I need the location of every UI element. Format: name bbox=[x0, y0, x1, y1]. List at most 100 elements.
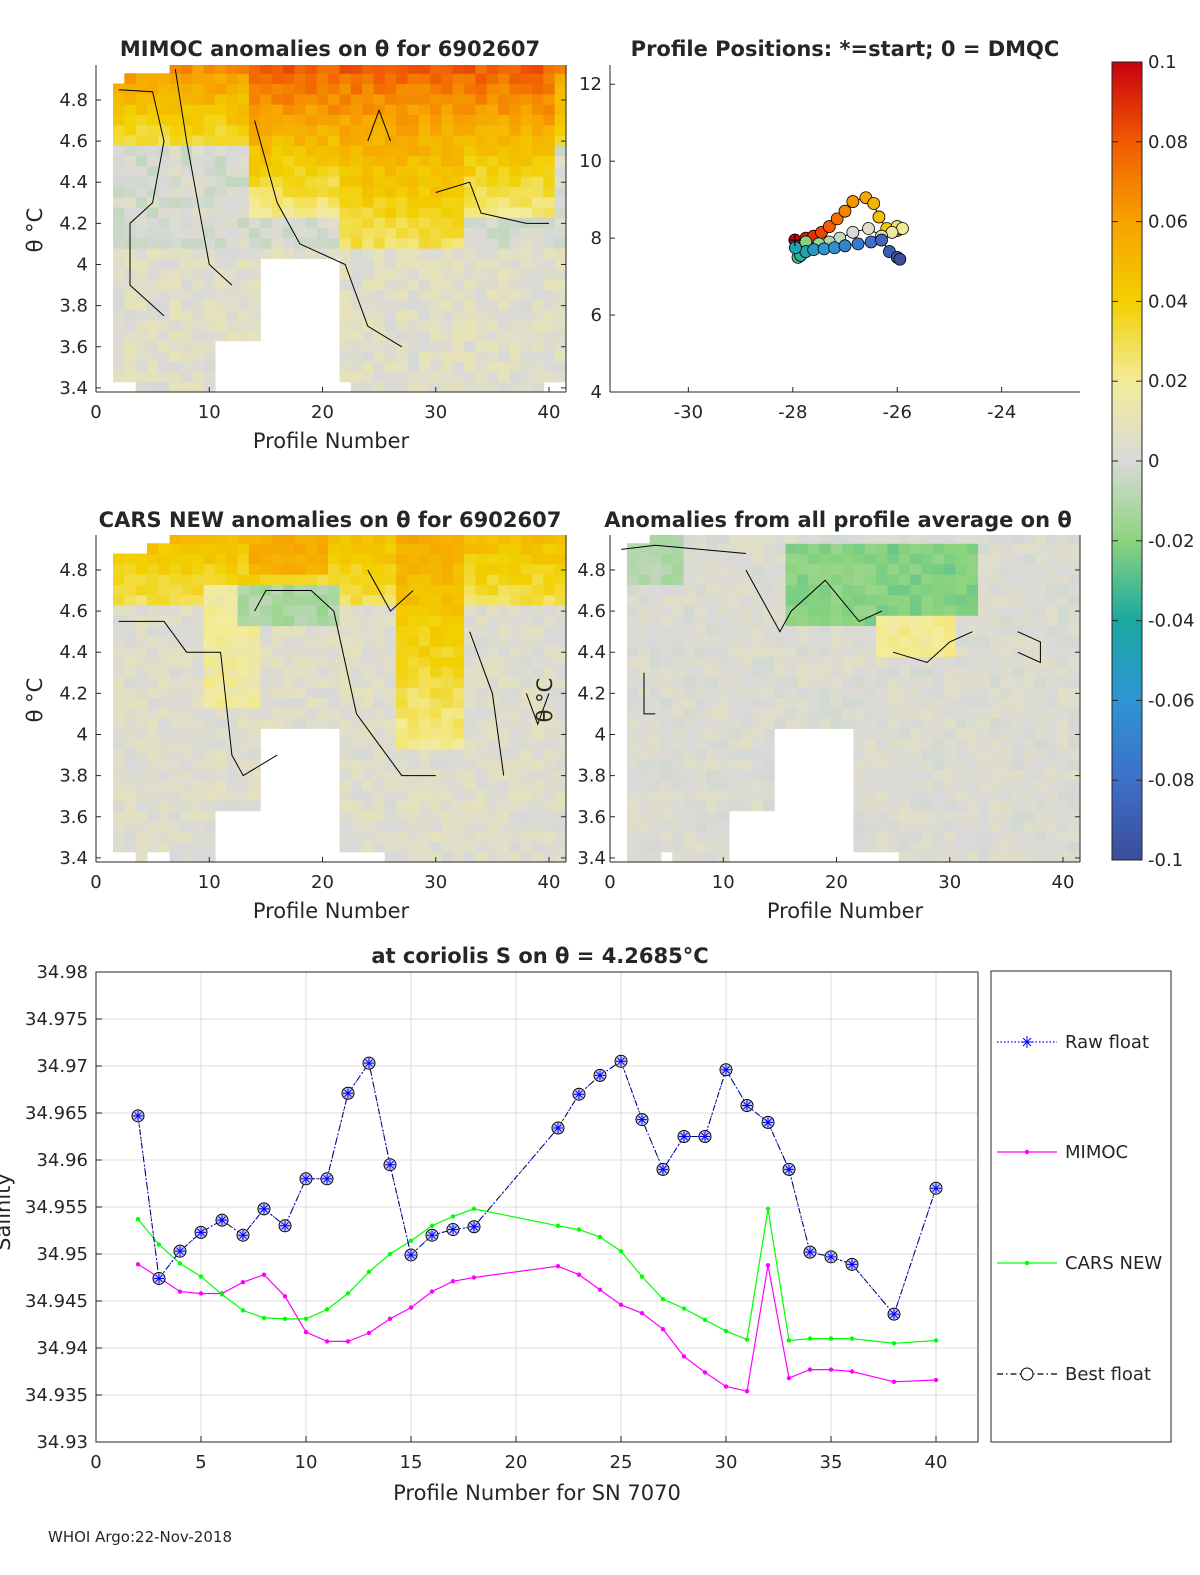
heatmap-cell bbox=[498, 361, 510, 373]
heatmap-cell bbox=[1057, 800, 1070, 812]
heatmap-cell bbox=[294, 553, 307, 565]
heatmap-cell bbox=[418, 635, 431, 647]
heatmap-cell bbox=[158, 697, 171, 709]
heatmap-cell bbox=[966, 810, 979, 822]
heatmap-cell bbox=[135, 635, 148, 647]
heatmap-cell bbox=[441, 381, 454, 393]
heatmap-cell bbox=[396, 800, 409, 812]
heatmap-cell bbox=[785, 707, 798, 719]
heatmap-cell bbox=[1012, 687, 1024, 699]
heatmap-cell bbox=[486, 227, 499, 239]
heatmap-cell bbox=[475, 196, 488, 208]
contour-line bbox=[174, 69, 233, 286]
heatmap-cell bbox=[271, 646, 284, 657]
heatmap-cell bbox=[498, 83, 510, 95]
heatmap-cell bbox=[124, 646, 137, 657]
heatmap-cell bbox=[180, 309, 193, 321]
heatmap-cell bbox=[203, 574, 216, 585]
series-point bbox=[639, 1274, 645, 1279]
heatmap-cell bbox=[441, 83, 454, 95]
heatmap-cell bbox=[396, 625, 409, 637]
heatmap-cell bbox=[944, 635, 957, 647]
heatmap-cell bbox=[192, 656, 205, 668]
heatmap-cell bbox=[955, 535, 968, 544]
heatmap-cell bbox=[1068, 553, 1081, 565]
heatmap-cell bbox=[543, 186, 556, 198]
heatmap-cell bbox=[339, 289, 352, 301]
heatmap-cell bbox=[864, 543, 877, 555]
heatmap-cell bbox=[876, 535, 889, 544]
heatmap-cell bbox=[237, 155, 250, 167]
heatmap-cell bbox=[407, 165, 420, 177]
heatmap-cell bbox=[452, 104, 465, 115]
heatmap-cell bbox=[407, 851, 420, 863]
heatmap-cell bbox=[1012, 697, 1024, 709]
heatmap-cell bbox=[672, 841, 685, 853]
heatmap-cell bbox=[339, 371, 352, 383]
heatmap-cell bbox=[384, 676, 397, 688]
heatmap-cell bbox=[124, 831, 137, 843]
heatmap-cell bbox=[486, 73, 499, 85]
heatmap-cell bbox=[169, 206, 182, 218]
heatmap-cell bbox=[509, 248, 522, 259]
heatmap-cell bbox=[532, 656, 544, 668]
heatmap-cell bbox=[978, 646, 990, 657]
heatmap-cell bbox=[135, 176, 148, 187]
heatmap-cell bbox=[237, 748, 250, 760]
heatmap-cell bbox=[384, 361, 397, 373]
heatmap-cell bbox=[396, 779, 409, 791]
heatmap-cell bbox=[214, 697, 227, 709]
heatmap-cell bbox=[180, 350, 193, 362]
heatmap-cell bbox=[486, 707, 499, 719]
heatmap-cell bbox=[532, 831, 544, 843]
heatmap-cell bbox=[282, 697, 295, 709]
heatmap-cell bbox=[328, 124, 341, 136]
heatmap-cell bbox=[498, 371, 510, 383]
y-tick-label: 34.975 bbox=[25, 1009, 88, 1030]
heatmap-cell bbox=[694, 697, 707, 709]
heatmap-cell bbox=[543, 594, 556, 606]
heatmap-cell bbox=[430, 594, 443, 606]
heatmap-cell bbox=[554, 289, 567, 301]
heatmap-cell bbox=[271, 145, 284, 157]
heatmap-cell bbox=[475, 124, 488, 136]
heatmap-cell bbox=[158, 707, 171, 719]
heatmap-cell bbox=[441, 104, 454, 115]
heatmap-cell bbox=[520, 604, 533, 616]
heatmap-cell bbox=[396, 320, 409, 331]
x-tick-label: 10 bbox=[712, 872, 735, 893]
heatmap-cell bbox=[554, 104, 567, 115]
heatmap-cell bbox=[260, 217, 273, 229]
heatmap-cell bbox=[158, 145, 171, 157]
heatmap-cell bbox=[475, 707, 488, 719]
heatmap-cell bbox=[418, 289, 431, 301]
heatmap-cell bbox=[203, 65, 216, 74]
heatmap-cell bbox=[520, 237, 533, 249]
heatmap-cell bbox=[989, 779, 1002, 791]
heatmap-cell bbox=[543, 790, 556, 801]
heatmap-cell bbox=[842, 687, 855, 699]
heatmap-cell bbox=[146, 268, 159, 280]
heatmap-cell bbox=[135, 93, 148, 105]
heatmap-cell bbox=[362, 361, 375, 373]
heatmap-cell bbox=[486, 851, 499, 863]
heatmap-cell bbox=[740, 594, 753, 606]
heatmap-cell bbox=[706, 594, 719, 606]
heatmap-cell bbox=[452, 65, 465, 74]
heatmap-cell bbox=[694, 800, 707, 812]
series-point bbox=[366, 1330, 372, 1336]
heatmap-cell bbox=[248, 258, 261, 270]
heatmap-cell bbox=[169, 104, 182, 115]
heatmap-cell bbox=[830, 656, 843, 668]
heatmap-cell bbox=[430, 604, 443, 616]
heatmap-cell bbox=[1034, 574, 1047, 585]
heatmap-cell bbox=[384, 206, 397, 218]
heatmap-cell bbox=[384, 145, 397, 157]
heatmap-cell bbox=[944, 687, 957, 699]
heatmap-cell bbox=[740, 790, 753, 801]
heatmap-cell bbox=[169, 625, 182, 637]
contour-line bbox=[118, 620, 278, 777]
heatmap-cell bbox=[683, 535, 696, 544]
heatmap-cell bbox=[260, 687, 273, 699]
heatmap-cell bbox=[452, 268, 465, 280]
